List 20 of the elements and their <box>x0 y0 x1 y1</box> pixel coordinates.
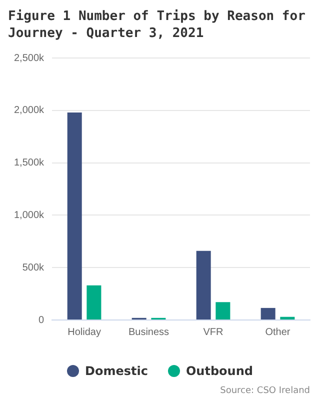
y-tick-label: 0 <box>38 314 44 326</box>
y-tick-label: 500k <box>22 262 46 274</box>
x-tick-label: Other <box>265 326 291 338</box>
x-tick-label: Business <box>128 326 170 338</box>
x-tick-label: VFR <box>203 326 224 338</box>
bar <box>260 308 276 320</box>
legend-label: Domestic <box>84 364 148 378</box>
y-tick-label: 1,500k <box>14 158 46 169</box>
y-tick-label: 2,500k <box>14 52 46 64</box>
source-note: Source: CSO Ireland <box>220 386 310 396</box>
y-tick-label: 1,000k <box>14 210 46 221</box>
legend-label: Outbound <box>184 364 253 378</box>
bar <box>280 316 295 320</box>
bar <box>196 250 211 320</box>
y-tick-label: 2,000k <box>14 105 46 116</box>
bar <box>216 302 230 320</box>
bar <box>67 112 82 320</box>
chart-title: Figure 1 Number of Trips by Reason for Journey - Quarter 3, 2021 <box>8 8 306 42</box>
bar <box>86 285 102 320</box>
x-tick-label: Holiday <box>68 326 101 338</box>
